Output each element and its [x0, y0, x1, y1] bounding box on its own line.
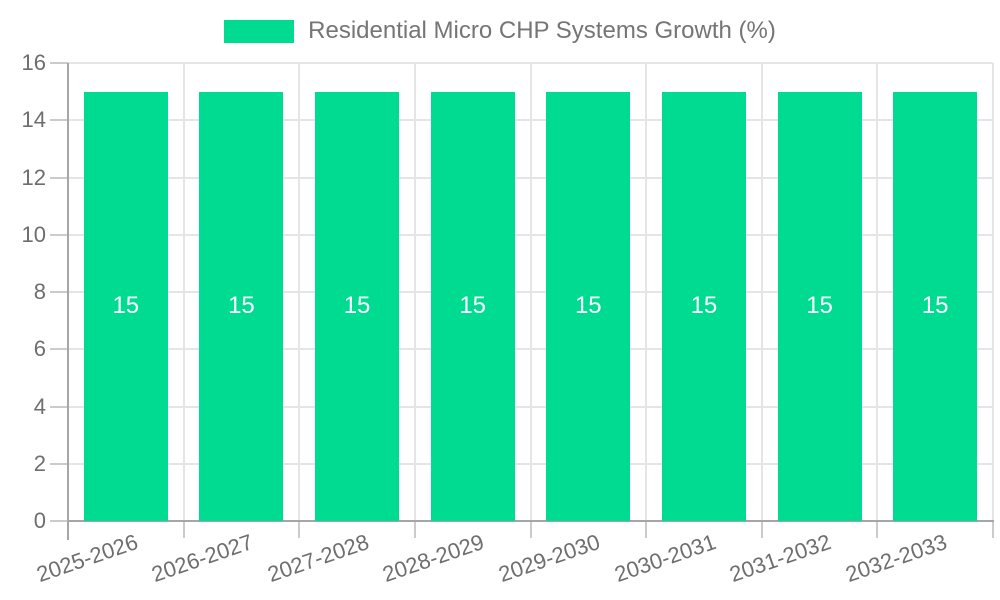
gridline-vertical	[876, 63, 879, 521]
x-axis-tick	[992, 521, 994, 538]
x-axis-tick-label: 2032-2033	[842, 529, 951, 587]
y-axis-tick	[50, 119, 68, 122]
gridline-vertical	[992, 63, 994, 521]
bar-value-label: 15	[690, 292, 718, 320]
y-axis-tick-label: 14	[21, 107, 46, 133]
x-axis-tick-label: 2029-2030	[495, 529, 604, 587]
x-axis-tick	[760, 521, 763, 538]
x-axis-tick	[876, 521, 879, 538]
y-axis-tick	[50, 348, 68, 351]
y-axis-tick	[50, 291, 68, 293]
bar[interactable]	[315, 91, 400, 521]
y-axis-tick-label: 16	[21, 50, 46, 75]
bar[interactable]	[893, 91, 978, 521]
gridline-vertical	[645, 63, 648, 521]
y-axis-tick-label: 2	[33, 450, 46, 476]
x-axis-tick	[298, 521, 301, 538]
gridline-vertical	[760, 63, 763, 521]
x-axis-tick-label: 2030-2031	[611, 529, 719, 587]
bar[interactable]	[546, 91, 631, 521]
y-axis-tick-label: 12	[21, 164, 46, 190]
gridline-vertical	[298, 63, 301, 521]
y-axis-tick-label: 0	[33, 508, 46, 533]
x-axis-tick	[413, 521, 416, 538]
x-axis-line	[67, 520, 994, 522]
y-axis-line	[67, 63, 69, 540]
bar[interactable]	[777, 91, 862, 521]
bar-value-label: 15	[112, 292, 140, 320]
bar-value-label: 15	[228, 292, 255, 320]
y-axis-tick-label: 10	[21, 221, 46, 247]
y-axis-tick	[50, 233, 68, 236]
gridline-vertical	[182, 63, 185, 521]
bar[interactable]	[83, 91, 168, 521]
x-axis-tick-label: 2026-2027	[148, 529, 257, 587]
x-axis-tick	[182, 521, 185, 538]
y-axis-tick	[50, 520, 68, 522]
y-axis-tick	[50, 405, 68, 408]
x-axis-tick	[529, 521, 532, 538]
bar-value-label: 15	[343, 292, 371, 320]
x-axis-tick-label: 2028-2029	[379, 529, 488, 587]
gridline-vertical	[413, 63, 416, 521]
chart-legend-item[interactable]: Residential Micro CHP Systems Growth (%)	[0, 17, 1000, 45]
x-axis-tick-label: 2031-2032	[726, 529, 835, 587]
y-axis-tick	[50, 462, 68, 465]
bar[interactable]	[661, 91, 746, 521]
y-axis-tick	[50, 62, 68, 64]
y-axis-tick-label: 6	[33, 336, 46, 362]
x-axis-tick	[645, 521, 648, 538]
bar-value-label: 15	[806, 292, 833, 320]
legend-swatch	[224, 19, 295, 43]
bar-value-label: 15	[921, 292, 949, 320]
x-axis-tick-label: 2027-2028	[264, 529, 372, 587]
legend-label: Residential Micro CHP Systems Growth (%)	[308, 17, 776, 44]
bar[interactable]	[430, 91, 515, 521]
bar-value-label: 15	[459, 292, 487, 320]
y-axis-tick-label: 4	[33, 393, 46, 419]
bar[interactable]	[199, 91, 284, 521]
y-axis-tick	[50, 176, 68, 179]
gridline-vertical	[529, 63, 532, 521]
y-axis-tick-label: 8	[33, 279, 46, 304]
x-axis-tick-label: 2025-2026	[33, 529, 141, 587]
bar-value-label: 15	[574, 292, 602, 320]
